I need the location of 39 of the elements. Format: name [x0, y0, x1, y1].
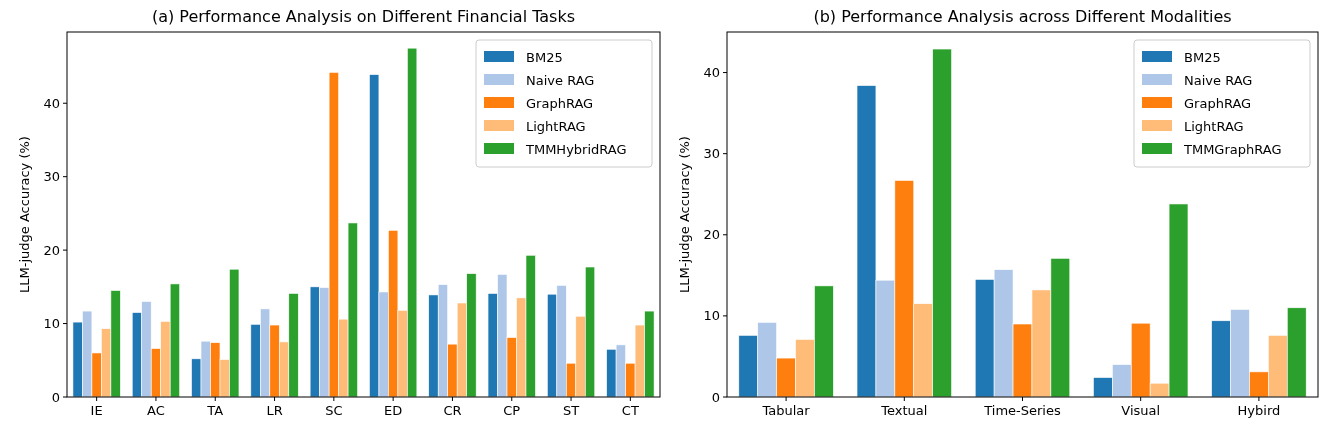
- y-tick-label: 10: [703, 308, 720, 324]
- x-tick-label: AC: [147, 403, 165, 418]
- x-tick-label: CT: [621, 403, 639, 418]
- y-tick-label: 40: [43, 95, 60, 111]
- chart-title: (a) Performance Analysis on Different Financial Tasks: [151, 7, 576, 26]
- legend-label: Naive RAG: [526, 72, 595, 88]
- legend-label: LightRAG: [1184, 118, 1244, 134]
- x-tick-label: ED: [384, 403, 403, 418]
- x-tick-label: LR: [266, 403, 283, 418]
- legend-label: LightRAG: [526, 118, 586, 134]
- y-tick-label: 20: [703, 227, 720, 243]
- legend-label: BM25: [1184, 49, 1221, 65]
- legend-label: BM25: [526, 49, 563, 65]
- y-tick-label: 40: [703, 65, 720, 81]
- x-tick-label: IE: [90, 403, 103, 418]
- y-tick-label: 0: [711, 389, 720, 405]
- x-tick-label: CR: [443, 403, 462, 418]
- legend-label: GraphRAG: [526, 95, 594, 111]
- x-tick-label: Textual: [880, 403, 928, 418]
- x-tick-label: Visual: [1121, 403, 1161, 418]
- x-tick-label: CP: [503, 403, 521, 418]
- x-tick-label: Hybird: [1237, 403, 1281, 418]
- y-tick-label: 30: [43, 169, 60, 185]
- x-tick-label: ST: [562, 403, 580, 418]
- x-tick-label: Time-Series: [983, 403, 1061, 418]
- x-tick-label: SC: [325, 403, 343, 418]
- legend-label: TMMGraphRAG: [1183, 141, 1282, 157]
- y-tick-label: 20: [43, 242, 60, 258]
- y-tick-label: 0: [51, 389, 60, 405]
- y-tick-label: 30: [703, 146, 720, 162]
- y-axis-title: LLM-judge Accuracy (%): [17, 136, 32, 293]
- y-axis-title: LLM-judge Accuracy (%): [677, 136, 692, 293]
- x-tick-label: Tabular: [761, 403, 811, 418]
- chart-title: (b) Performance Analysis across Different Modalities: [813, 7, 1232, 26]
- legend-label: TMMHybridRAG: [525, 141, 627, 157]
- legend-label: Naive RAG: [1184, 72, 1253, 88]
- legend-label: GraphRAG: [1184, 95, 1252, 111]
- x-tick-label: TA: [206, 403, 224, 418]
- y-tick-label: 10: [43, 316, 60, 332]
